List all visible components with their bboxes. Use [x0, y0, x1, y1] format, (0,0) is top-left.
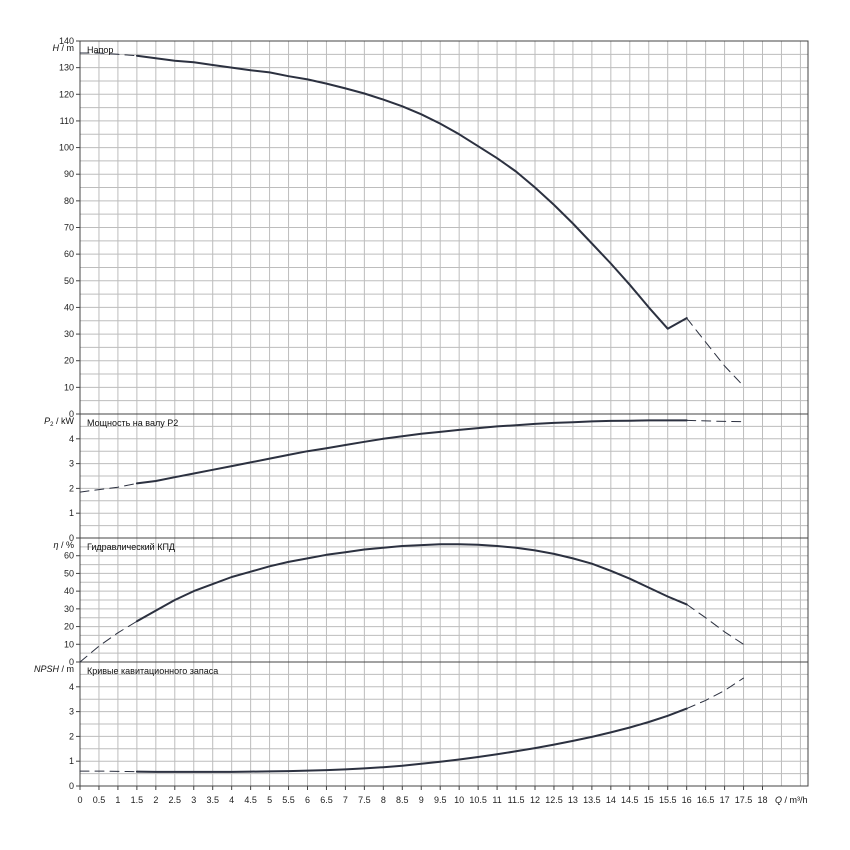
x-tick-label: 0.5 — [93, 795, 106, 805]
y-tick-label: 110 — [60, 116, 74, 126]
x-tick-label: 5 — [267, 795, 272, 805]
x-tick-label: 7.5 — [358, 795, 371, 805]
y-tick-label: 20 — [64, 622, 74, 632]
x-tick-label: 12 — [530, 795, 540, 805]
y-tick-label: 1 — [69, 508, 74, 518]
y-tick-label: 10 — [64, 639, 74, 649]
x-tick-label: 10 — [454, 795, 464, 805]
x-tick-label: 13.5 — [583, 795, 601, 805]
x-tick-label: 8 — [381, 795, 386, 805]
curve-dashed-segment — [686, 603, 744, 645]
x-tick-label: 18 — [757, 795, 767, 805]
x-tick-label: 15.5 — [659, 795, 677, 805]
x-tick-label: 8.5 — [396, 795, 409, 805]
x-tick-label: 9 — [419, 795, 424, 805]
curve-dashed-segment — [686, 317, 744, 387]
x-tick-label: 16.5 — [697, 795, 715, 805]
y-axis-label: P2 / kW — [44, 416, 74, 428]
y-tick-label: 4 — [69, 434, 74, 444]
y-tick-label: 3 — [69, 707, 74, 717]
curve-dashed-segment — [686, 419, 744, 423]
x-tick-label: 14.5 — [621, 795, 639, 805]
curve-solid-segment — [135, 419, 688, 485]
y-tick-label: 70 — [64, 223, 74, 233]
y-axis-label: H / m — [53, 43, 75, 53]
y-tick-label: 0 — [69, 657, 74, 667]
x-tick-label: 1 — [115, 795, 120, 805]
y-tick-label: 20 — [64, 356, 74, 366]
y-tick-label: 40 — [64, 586, 74, 596]
panel-title: Мощность на валу P2 — [87, 418, 178, 428]
y-tick-label: 50 — [64, 276, 74, 286]
curve-solid-segment — [135, 54, 688, 330]
x-tick-label: 15 — [644, 795, 654, 805]
y-tick-label: 10 — [64, 382, 74, 392]
y-tick-label: 1 — [69, 756, 74, 766]
y-tick-label: 2 — [69, 731, 74, 741]
x-tick-label: 10.5 — [469, 795, 487, 805]
x-tick-label: 3 — [191, 795, 196, 805]
x-tick-label: 17.5 — [735, 795, 753, 805]
x-tick-label: 13 — [568, 795, 578, 805]
curve-dashed-segment — [79, 620, 138, 663]
curve-dashed-segment — [79, 770, 138, 773]
grid-layer — [76, 40, 809, 790]
y-tick-label: 4 — [69, 682, 74, 692]
y-tick-label: 0 — [69, 533, 74, 543]
x-tick-label: 4.5 — [244, 795, 257, 805]
x-axis-label: Q / m³/h — [775, 795, 808, 805]
y-tick-label: 40 — [64, 302, 74, 312]
curve-dashed-segment — [79, 52, 138, 57]
curve-dashed-segment — [686, 677, 744, 710]
y-tick-label: 140 — [59, 36, 74, 46]
y-tick-label: 50 — [64, 568, 74, 578]
x-tick-label: 0 — [77, 795, 82, 805]
panel-title: Напор — [87, 45, 113, 55]
x-tick-label: 14 — [606, 795, 616, 805]
x-tick-label: 7 — [343, 795, 348, 805]
x-tick-label: 3.5 — [206, 795, 219, 805]
x-tick-label: 2.5 — [169, 795, 182, 805]
y-axis-label: NPSH / m — [34, 664, 74, 674]
x-tick-label: 16 — [682, 795, 692, 805]
y-tick-label: 0 — [69, 409, 74, 419]
y-tick-label: 3 — [69, 459, 74, 469]
y-tick-label: 30 — [64, 604, 74, 614]
panel-title: Гидравлический КПД — [87, 542, 175, 552]
curves-layer — [79, 52, 744, 773]
x-tick-label: 12.5 — [545, 795, 563, 805]
curve-dashed-segment — [79, 482, 138, 493]
y-tick-label: 60 — [64, 551, 74, 561]
panel-frame — [79, 661, 809, 787]
x-tick-label: 6 — [305, 795, 310, 805]
y-tick-label: 90 — [64, 169, 74, 179]
y-tick-label: 100 — [59, 143, 74, 153]
x-tick-label: 17 — [720, 795, 730, 805]
panel-title: Кривые кавитационного запаса — [87, 666, 218, 676]
x-tick-label: 1.5 — [131, 795, 144, 805]
y-tick-label: 2 — [69, 483, 74, 493]
y-tick-label: 120 — [59, 89, 74, 99]
x-tick-label: 11.5 — [508, 795, 525, 805]
curve-solid-segment — [135, 707, 688, 773]
y-axis-label: η / % — [53, 540, 74, 550]
x-tick-label: 4 — [229, 795, 234, 805]
y-tick-label: 30 — [64, 329, 74, 339]
x-tick-label: 11 — [492, 795, 501, 805]
x-tick-label: 2 — [153, 795, 158, 805]
y-tick-label: 80 — [64, 196, 74, 206]
x-tick-label: 6.5 — [320, 795, 333, 805]
x-tick-label: 9.5 — [434, 795, 447, 805]
y-tick-label: 0 — [69, 781, 74, 791]
curve-solid-segment — [135, 543, 688, 623]
y-tick-label: 130 — [59, 63, 74, 73]
x-tick-label: 5.5 — [282, 795, 295, 805]
y-tick-label: 60 — [64, 249, 74, 259]
